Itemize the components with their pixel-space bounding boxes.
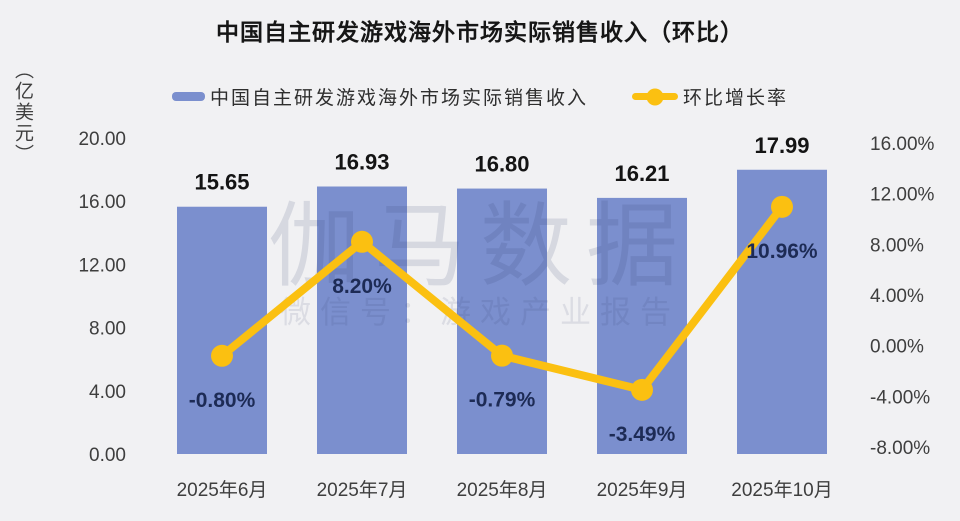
- right-axis-tick-label: 8.00%: [870, 235, 924, 256]
- x-axis-label: 2025年9月: [597, 479, 688, 501]
- legend-item-revenue: 中国自主研发游戏海外市场实际销售收入: [171, 83, 588, 110]
- left-axis-tick-label: 20.00: [78, 129, 126, 150]
- bar-value-label: 17.99: [754, 133, 809, 158]
- growth-point: [631, 378, 653, 401]
- right-axis-tick-label: 12.00%: [870, 185, 935, 206]
- left-axis-unit-label: （亿美元）: [12, 60, 33, 165]
- growth-point: [351, 230, 373, 253]
- bar-value-label: 16.21: [614, 161, 669, 186]
- revenue-bar: [597, 197, 687, 454]
- legend-label-revenue: 中国自主研发游戏海外市场实际销售收入: [209, 88, 588, 109]
- bar-value-label: 16.93: [334, 150, 389, 175]
- right-axis-tick-label: 0.00%: [870, 337, 924, 358]
- left-axis-tick-label: 8.00: [89, 319, 126, 340]
- growth-value-label: 10.96%: [746, 240, 818, 263]
- left-axis-tick-label: 4.00: [89, 382, 126, 403]
- x-axis-label: 2025年6月: [177, 479, 268, 501]
- legend-label-growth-rate: 环比增长率: [683, 88, 789, 109]
- left-axis-tick-label: 0.00: [89, 445, 126, 466]
- growth-point: [211, 344, 233, 367]
- right-axis-tick-label: -8.00%: [870, 438, 930, 459]
- legend: 中国自主研发游戏海外市场实际销售收入 环比增长率: [0, 83, 960, 110]
- x-axis-label: 2025年7月: [317, 479, 408, 501]
- bar-value-label: 16.80: [474, 152, 529, 177]
- left-axis-tick-label: 12.00: [78, 255, 126, 276]
- growth-value-label: -0.80%: [189, 389, 256, 412]
- right-axis-tick-label: 4.00%: [870, 286, 924, 307]
- right-axis-tick-label: 16.00%: [870, 134, 935, 155]
- x-axis-label: 2025年8月: [457, 479, 548, 501]
- chart-title: 中国自主研发游戏海外市场实际销售收入（环比）: [216, 19, 744, 45]
- legend-item-growth-rate: 环比增长率: [632, 83, 788, 110]
- x-axis-label: 2025年10月: [731, 479, 832, 501]
- growth-value-label: 8.20%: [332, 275, 392, 298]
- growth-value-label: -0.79%: [469, 389, 536, 412]
- right-axis-tick-label: -4.00%: [870, 387, 930, 408]
- growth-point: [771, 195, 793, 218]
- line-marker-icon: [632, 88, 678, 105]
- bar-swatch-icon: [171, 92, 205, 101]
- left-axis-tick-label: 16.00: [78, 192, 126, 213]
- line-dot-icon: [646, 88, 664, 105]
- revenue-bar: [457, 188, 547, 454]
- growth-point: [491, 344, 513, 367]
- bar-value-label: 15.65: [194, 170, 249, 195]
- growth-value-label: -3.49%: [609, 423, 676, 446]
